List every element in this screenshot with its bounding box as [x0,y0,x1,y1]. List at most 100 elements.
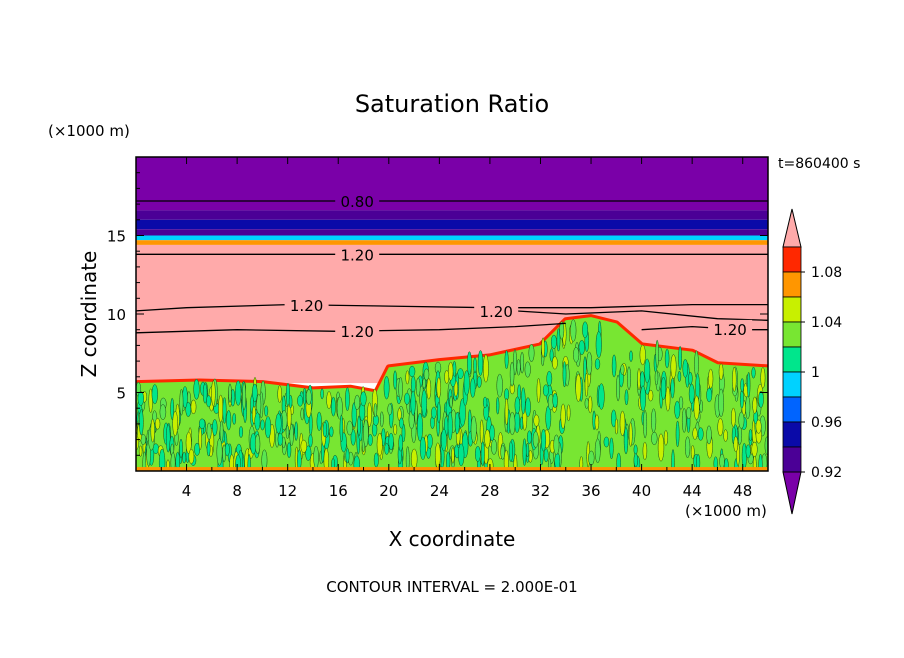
turbulent-cell [541,337,545,358]
contour-label-bg [335,192,380,209]
turbulent-cell [235,380,242,406]
turbulent-cell [373,403,378,418]
contour-interval-note: CONTOUR INTERVAL = 2.000E-01 [326,578,577,596]
turbulent-cell [503,449,509,471]
turbulent-cell [533,414,540,427]
turbulent-cell [651,408,657,433]
turbulent-cell [525,442,530,458]
field-band [136,210,768,220]
turbulent-cell [633,453,638,468]
colorbar-top-arrow [782,208,802,248]
turbulent-cell [138,445,143,457]
time-label: t=860400 s [778,156,860,172]
turbulent-cell [664,348,670,369]
turbulent-cell [546,370,553,387]
turbulent-cell [696,453,701,471]
turbulent-cell [202,383,208,404]
turbulent-cell [264,405,269,417]
turbulent-cell [376,433,383,457]
turbulent-cell [629,350,633,362]
turbulent-cell [718,363,724,381]
turbulent-cell [740,378,745,393]
turbulent-cell [678,346,682,371]
turbulent-cell [216,438,223,466]
turbulent-cell [489,424,495,442]
contour-line [515,310,768,321]
turbulent-cell [264,416,272,439]
turbulent-cell [286,442,292,459]
turbulent-cell [582,321,589,339]
turbulent-cell [747,372,751,398]
y-tick-label: 10 [107,306,126,324]
turbulent-cell [566,404,571,422]
turbulent-cell [520,351,525,374]
turbulent-cell [339,414,344,443]
turbulent-cell [594,358,601,370]
turbulent-cell [513,349,517,376]
turbulent-cell [182,451,187,464]
turbulent-cell [224,443,230,457]
turbulent-cell [639,344,646,366]
turbulent-cell [175,451,180,471]
x-tick-label: 44 [683,482,702,500]
x-tick-label: 32 [531,482,550,500]
turbulent-cell [670,377,675,399]
turbulent-cell [682,359,689,378]
turbulent-cell [305,445,312,461]
turbulent-cell [360,391,367,407]
colorbar-label: 1.08 [811,265,842,281]
turbulent-cell [305,389,312,406]
colorbar-swatch [782,271,802,298]
turbulent-cell [440,429,447,452]
turbulent-cell [552,393,558,408]
turbulent-cell [755,419,762,434]
turbulent-cell [642,441,648,461]
turbulent-cell [528,344,535,362]
turbulent-cell [516,359,521,376]
turbulent-cell [313,445,319,469]
turbulent-cell [308,434,313,448]
turbulent-cell [732,366,737,392]
turbulent-cell [733,436,739,453]
turbulent-cell [752,396,758,414]
turbulent-cell [553,434,560,456]
turbulent-cell [463,370,470,396]
turbulent-cell [294,421,298,441]
turbulent-cell [665,386,671,412]
colorbar-bottom-arrow [782,471,802,515]
turbulent-cell [170,452,176,471]
x-tick-label: 36 [581,482,600,500]
turbulent-cell [578,340,585,355]
contour-line [136,303,768,312]
turbulent-cell [415,377,421,397]
y-tick-label: 5 [116,385,126,403]
surface-layer [136,467,768,471]
turbulent-cell [398,377,403,401]
turbulent-cell [235,454,242,471]
turbulent-cell [320,388,324,400]
turbulent-cell [483,354,489,383]
turbulent-cell [588,450,595,466]
turbulent-cell [437,401,441,424]
turbulent-cell [423,368,430,381]
turbulent-cell [491,439,497,455]
turbulent-cell [760,367,766,389]
colorbar-swatch [782,346,802,373]
turbulent-cell [708,368,714,389]
turbulent-cell [731,407,736,428]
field-band [136,240,768,245]
turbulent-cell [357,415,361,437]
turbulent-cell [584,397,589,409]
turbulent-cell [473,357,477,374]
turbulent-cell [758,453,763,471]
turbulent-cell [573,347,580,363]
turbulent-cell [387,403,393,416]
turbulent-cell [470,415,477,443]
turbulent-cell [454,412,460,435]
turbulent-cell [663,429,668,446]
turbulent-cell [640,385,646,412]
turbulent-cell [329,426,334,438]
turbulent-cell [648,389,654,402]
turbulent-cell [190,399,197,415]
turbulent-cell [598,383,605,410]
